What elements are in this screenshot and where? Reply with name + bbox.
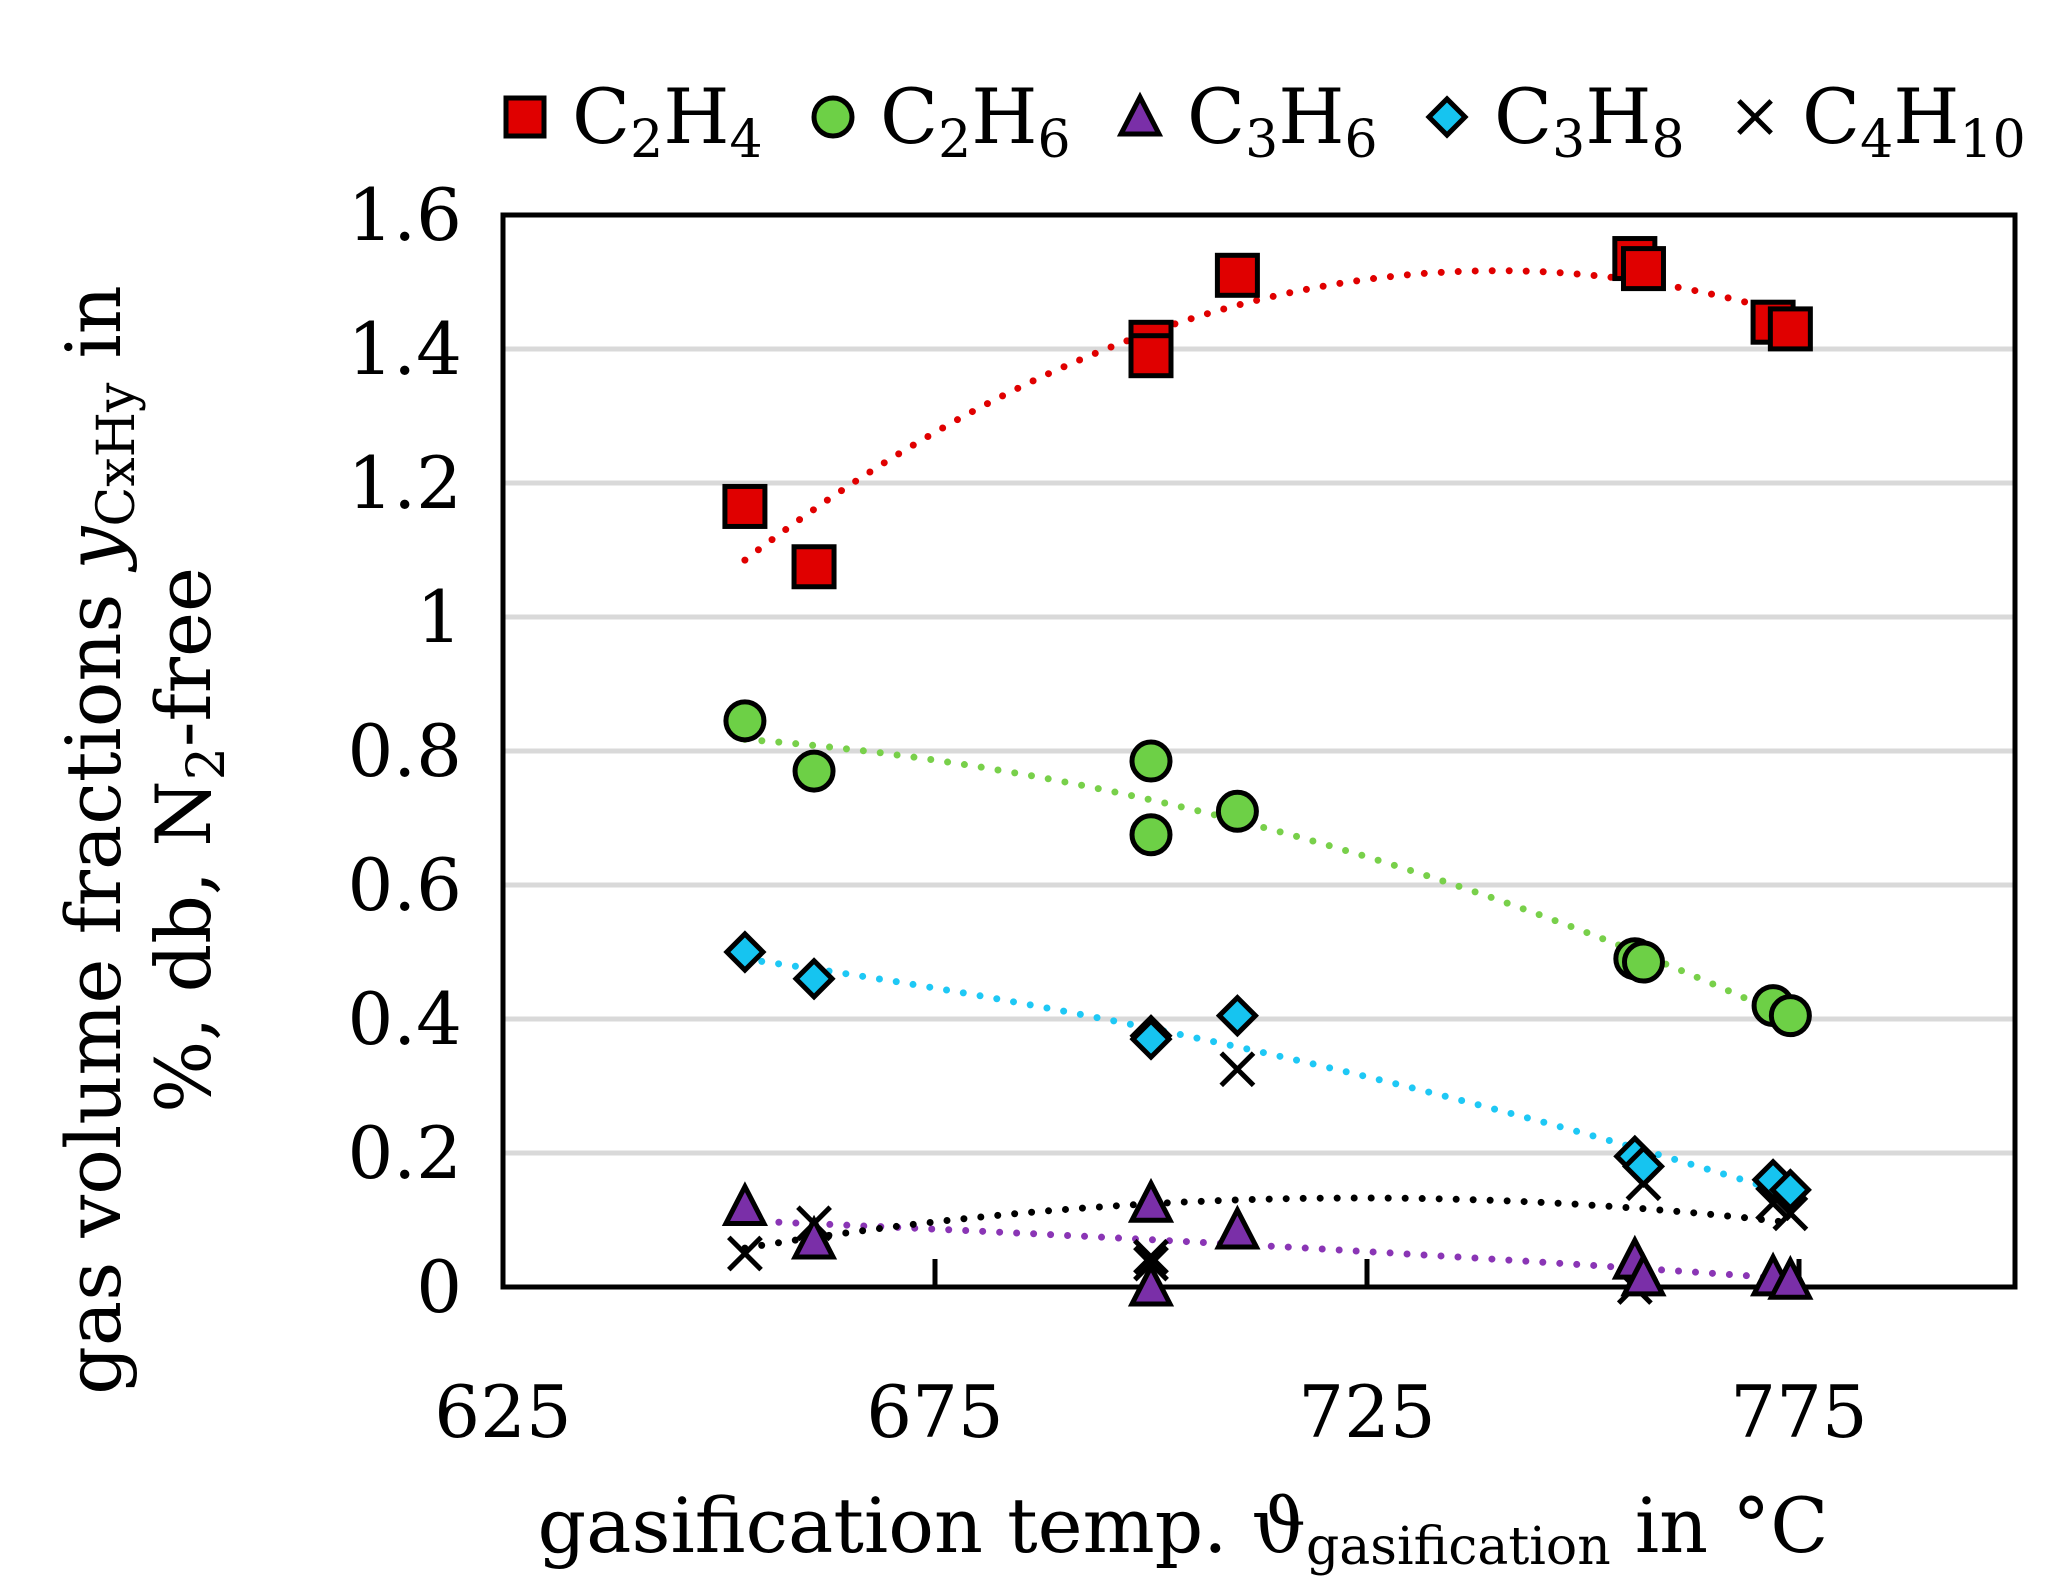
data-point-c3h8 [1215, 994, 1259, 1038]
data-point-c3h6 [1127, 1177, 1175, 1223]
x-axis-tick-labels: 625 675 725 775 [434, 1370, 1867, 1454]
data-point-c3h8 [1129, 1017, 1173, 1061]
y-tick-label: 0.6 [347, 843, 462, 927]
x-tick-label: 775 [1730, 1370, 1867, 1454]
data-point-c3h8 [1621, 1144, 1666, 1188]
data-point-c3h8 [792, 957, 836, 1001]
data-point-c2h6 [723, 699, 767, 743]
data-point-c4h10 [727, 1235, 763, 1272]
legend: C2H4 C2H6 C3H6 C3H8 C4H10 [503, 72, 2026, 170]
y-tick-label: 0.8 [347, 709, 462, 793]
legend-item-c4h10: C4H10 [1737, 72, 2026, 170]
y-axis-title-line-1: gas volume fractions yCxHy in [49, 285, 147, 1395]
data-point-c2h6 [792, 749, 836, 793]
x-axis-title: gasification temp. ϑgasification in °C [538, 1481, 1829, 1577]
y-axis-title-line-2: %, db, N2-free [139, 567, 237, 1113]
data-markers [721, 236, 1814, 1307]
legend-marker-c3h6 [1116, 91, 1164, 137]
data-point-c2h6 [1215, 789, 1259, 833]
y-tick-label: 1.6 [347, 173, 462, 257]
data-point-c4h10 [1219, 1051, 1256, 1088]
data-point-c3h8 [1768, 1168, 1812, 1212]
data-point-c3h6 [1767, 1254, 1814, 1300]
data-point-c3h6 [721, 1181, 769, 1227]
data-point-c2h6 [1129, 813, 1173, 857]
data-point-c3h8 [723, 930, 767, 974]
legend-marker-c4h10 [1737, 99, 1773, 135]
data-point-c4h10 [1772, 1195, 1809, 1232]
data-point-c2h4 [1128, 333, 1174, 379]
data-point-c3h6 [1127, 1261, 1175, 1307]
y-tick-label: 1.2 [347, 441, 462, 525]
y-tick-label: 1.4 [347, 307, 462, 391]
legend-marker-c2h4 [503, 95, 547, 139]
data-point-c2h4 [1620, 246, 1666, 292]
y-axis-tick-labels: 0 0.2 0.4 0.6 0.8 1 1.2 1.4 1.6 [347, 173, 462, 1329]
legend-label-c3h8: C3H8 [1494, 72, 1685, 170]
legend-label-c2h6: C2H6 [880, 72, 1071, 170]
data-point-c2h4 [1214, 252, 1260, 298]
y-tick-label: 0.4 [347, 977, 462, 1061]
y-tick-label: 0.2 [347, 1111, 462, 1195]
data-point-c2h4 [722, 483, 768, 529]
data-point-c2h6 [1768, 994, 1812, 1038]
y-tick-label: 0 [416, 1245, 462, 1329]
data-point-c3h6 [790, 1214, 838, 1260]
legend-item-c3h6: C3H6 [1116, 72, 1378, 170]
legend-label-c2h4: C2H4 [572, 72, 763, 170]
data-point-c4h10 [1133, 1238, 1169, 1275]
legend-item-c3h8: C3H8 [1425, 72, 1685, 170]
legend-label-c4h10: C4H10 [1802, 72, 2026, 170]
plot-area-frame [500, 212, 2018, 1290]
legend-marker-c3h8 [1425, 95, 1469, 139]
x-tick-label: 725 [1298, 1370, 1435, 1454]
legend-item-c2h6: C2H6 [811, 72, 1071, 170]
grid-lines [503, 346, 2015, 1156]
data-point-c2h6 [1621, 940, 1665, 984]
legend-marker-c2h6 [811, 95, 855, 139]
data-point-c2h4 [791, 544, 837, 590]
data-point-c2h6 [1129, 739, 1173, 783]
data-point-c3h6 [1620, 1251, 1667, 1297]
x-tick-label: 675 [866, 1370, 1003, 1454]
x-tick-label: 625 [434, 1370, 571, 1454]
data-point-c3h6 [1214, 1204, 1261, 1250]
trend-line-c4h10 [741, 1194, 1794, 1252]
legend-item-c2h4: C2H4 [503, 72, 763, 170]
trend-lines [741, 267, 1794, 1283]
legend-label-c3h6: C3H6 [1187, 72, 1378, 170]
trend-line-c2h6 [741, 735, 1794, 1023]
y-tick-label: 1 [416, 575, 462, 659]
data-point-c2h4 [1767, 306, 1813, 352]
